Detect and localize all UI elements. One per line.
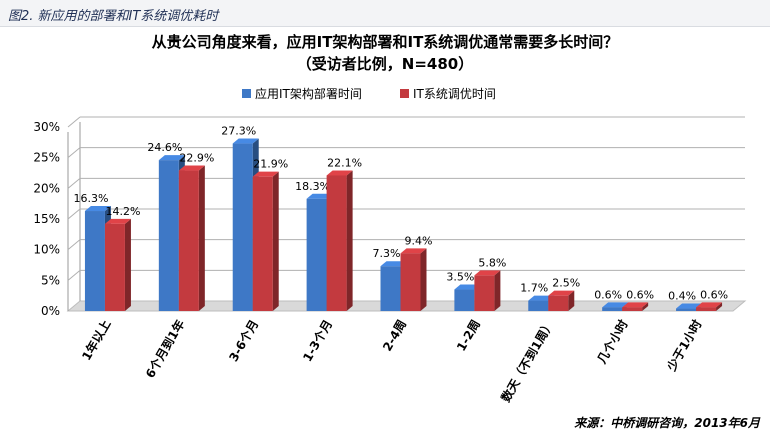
data-label: 21.9%	[253, 158, 288, 171]
x-tick-label: 1年以上	[78, 317, 113, 363]
data-label: 0.6%	[700, 288, 728, 301]
bar-side	[346, 170, 353, 311]
bar-side	[124, 218, 131, 311]
bar-side	[494, 270, 501, 311]
y-tick-label: 5%	[41, 273, 60, 287]
y-tick-label: 15%	[33, 212, 60, 226]
x-tick-label: 1-2周	[454, 318, 483, 354]
bar-top	[548, 290, 575, 296]
y-tick-label: 20%	[33, 181, 60, 195]
bar-1	[454, 289, 475, 311]
bar-2	[622, 307, 643, 311]
data-label: 7.3%	[373, 247, 401, 260]
x-tick-label: 3-6个月	[225, 317, 261, 364]
gridline-diagonal	[67, 269, 81, 281]
legend-label-series-2: IT系统调优时间	[413, 87, 496, 101]
chart-title: 从贵公司角度来看，应用IT架构部署和IT系统调优通常需要多长时间？	[151, 33, 619, 51]
bar-2	[696, 307, 717, 311]
data-label: 14.2%	[105, 205, 140, 218]
data-label: 18.3%	[295, 180, 330, 193]
bar-2	[400, 253, 421, 311]
bar-top	[326, 170, 353, 176]
bar-side	[420, 248, 427, 311]
data-label: 0.6%	[626, 288, 654, 301]
bar-top	[380, 261, 407, 267]
bar-top	[232, 138, 259, 144]
bar-top	[454, 284, 481, 290]
x-tick-label: 少于1小时	[663, 317, 705, 374]
bar-top	[622, 302, 649, 308]
gridline-diagonal	[67, 116, 81, 128]
data-label: 5.8%	[478, 256, 506, 269]
bar-1	[528, 300, 549, 311]
bar-2	[548, 295, 569, 311]
bar-top	[474, 270, 501, 276]
x-tick-label: 数天（不到1周）	[498, 317, 557, 404]
bar-2	[326, 175, 347, 311]
bar-top	[252, 171, 279, 177]
gridline-diagonal	[67, 147, 81, 159]
bar-top	[676, 303, 703, 309]
y-tick-label: 10%	[33, 243, 60, 257]
legend-label-series-1: 应用IT架构部署时间	[255, 87, 362, 101]
bar-top	[84, 206, 111, 212]
bar-1	[380, 266, 401, 311]
bar-2	[474, 275, 495, 311]
source-note: 来源：中桥调研咨询，2013年6月	[574, 416, 760, 430]
legend-item-series-2: IT系统调优时间	[400, 85, 496, 102]
data-label: 9.4%	[405, 234, 433, 247]
bar-top	[306, 193, 333, 199]
legend-item-series-1: 应用IT架构部署时间	[242, 85, 362, 102]
bar-1	[158, 160, 179, 311]
x-tick-label: 6个月到1年	[142, 317, 187, 381]
data-label: 0.6%	[594, 288, 622, 301]
bar-2	[252, 176, 273, 311]
bar-1	[602, 307, 623, 311]
bar-side	[716, 302, 723, 311]
y-tick-label: 30%	[33, 120, 60, 134]
bar-2	[178, 170, 199, 311]
bar-2	[104, 223, 125, 311]
bar-top	[178, 165, 205, 171]
legend-swatch-series-2	[400, 89, 409, 98]
gridline-diagonal	[67, 208, 81, 220]
x-tick-label: 1-3个月	[299, 317, 335, 364]
data-label: 1.7%	[520, 282, 548, 295]
y-tick-label: 25%	[33, 151, 60, 165]
bar-side	[642, 302, 649, 311]
bar-top	[528, 295, 555, 301]
bar-top	[104, 218, 131, 224]
data-label: 24.6%	[147, 141, 182, 154]
bar-side	[198, 165, 205, 311]
bar-1	[84, 211, 105, 311]
data-label: 22.9%	[179, 152, 214, 165]
figure-label: 图2. 新应用的部署和IT系统调优耗时	[8, 9, 219, 24]
bar-top	[400, 248, 427, 254]
data-label: 22.1%	[327, 156, 362, 169]
bar-top	[158, 155, 185, 161]
bar-top	[602, 302, 629, 308]
bar-1	[232, 143, 253, 311]
data-label: 0.4%	[668, 290, 696, 303]
data-label: 2.5%	[552, 277, 580, 290]
bar-1	[306, 198, 327, 311]
data-label: 16.3%	[73, 192, 108, 205]
gridline-diagonal	[67, 239, 81, 251]
data-label: 3.5%	[446, 271, 474, 284]
bar-top	[696, 302, 723, 308]
x-tick-label: 几个小时	[594, 317, 631, 366]
bar-side	[568, 290, 575, 311]
legend-swatch-series-1	[242, 89, 251, 98]
header-bar: 图2. 新应用的部署和IT系统调优耗时	[0, 0, 770, 27]
data-label: 27.3%	[221, 125, 256, 138]
chart-subtitle: （受访者比例，N=480）	[296, 55, 474, 73]
y-tick-label: 0%	[41, 304, 60, 318]
bar-side	[272, 171, 279, 311]
gridline-diagonal	[67, 177, 81, 189]
bar-1	[676, 308, 697, 311]
x-tick-label: 2-4周	[380, 318, 409, 354]
